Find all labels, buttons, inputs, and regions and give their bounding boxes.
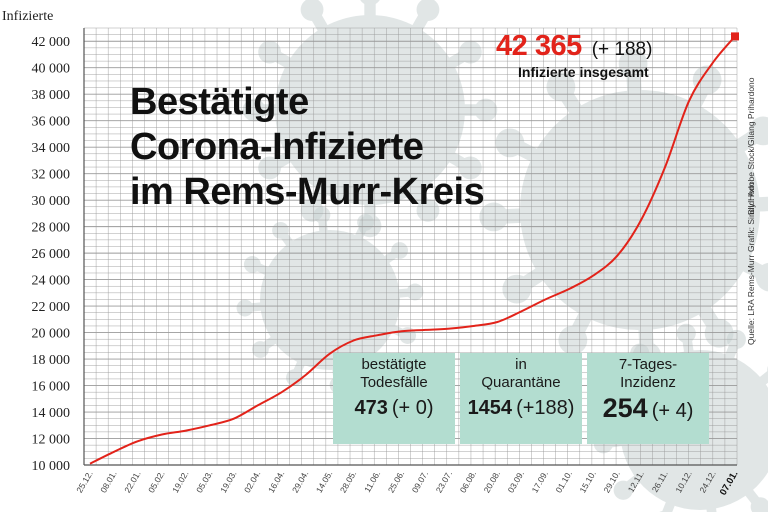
x-tick-label: 22.01.	[122, 469, 142, 494]
incidence-label-line-2: Inzidenz	[620, 374, 676, 391]
y-axis-ticks: 10 000 12 000 14 000 16 000 18 000 20 000 22 0…	[32, 35, 71, 474]
deaths-value: 473	[354, 397, 388, 419]
incidence-label-line-1: 7-Tages-	[618, 356, 678, 373]
x-tick-label: 15.10.	[577, 469, 597, 494]
y-tick-label: 42 000	[32, 35, 71, 50]
series-group	[89, 32, 739, 465]
y-tick-label: 26 000	[32, 247, 71, 262]
y-tick-label: 16 000	[32, 380, 71, 395]
y-tick-label: 34 000	[32, 141, 71, 156]
chart-title: Bestätigte Corona-Infizierte im Rems-Mur…	[130, 80, 485, 215]
x-tick-label: 01.10.	[554, 469, 574, 494]
incidence-value-row: 254 (+ 4)	[587, 393, 709, 424]
y-tick-label: 28 000	[32, 221, 71, 236]
credit-source: Quelle: LRA Rems-Murr	[746, 254, 756, 345]
title-line-3: im Rems-Murr-Kreis	[130, 171, 485, 213]
last-point-marker	[731, 32, 739, 41]
credit-graphic: Grafik: Sindy Horn	[746, 182, 756, 252]
x-tick-label: 05.03.	[194, 469, 214, 494]
deaths-value-row: 473 (+ 0)	[333, 397, 455, 420]
x-tick-label: 19.03.	[218, 469, 238, 494]
y-tick-label: 22 000	[32, 300, 71, 315]
y-tick-label: 12 000	[32, 433, 71, 448]
x-tick-label: 28.05.	[338, 469, 358, 494]
title-line-2: Corona-Infizierte	[130, 126, 424, 168]
x-tick-label: 17.09.	[530, 469, 550, 494]
x-tick-label: 19.02.	[170, 469, 190, 494]
total-infections-label: Infizierte insgesamt	[518, 64, 649, 80]
incidence-box: 7-Tages- Inzidenz 254 (+ 4)	[587, 353, 709, 444]
y-tick-label: 30 000	[32, 194, 71, 209]
x-tick-label: 20.08.	[482, 469, 502, 494]
incidence-delta: (+ 4)	[651, 400, 694, 422]
y-tick-label: 24 000	[32, 274, 71, 289]
deaths-label: bestätigte Todesfälle	[333, 356, 455, 392]
incidence-value: 254	[602, 393, 648, 423]
x-tick-label: 29.04.	[290, 469, 310, 494]
y-tick-label: 32 000	[32, 168, 71, 183]
y-tick-label: 10 000	[32, 459, 71, 474]
deaths-box: bestätigte Todesfälle 473 (+ 0)	[333, 353, 455, 444]
x-tick-label: 14.05.	[314, 469, 334, 494]
x-tick-label: 06.08.	[458, 469, 478, 494]
y-axis-label: Infizierte	[2, 9, 53, 24]
title-line-1: Bestätigte	[130, 81, 309, 123]
quarantine-value-row: 1454 (+188)	[460, 397, 582, 420]
x-tick-label: 25.06.	[386, 469, 406, 494]
x-tick-label: 05.02.	[146, 469, 166, 494]
x-tick-label: 11.06.	[362, 469, 382, 494]
y-tick-label: 18 000	[32, 353, 71, 368]
deaths-label-line-1: bestätigte	[361, 356, 427, 373]
y-tick-label: 14 000	[32, 406, 71, 421]
x-tick-label: 03.09.	[506, 469, 526, 494]
x-tick-label: 09.07.	[410, 469, 430, 494]
x-tick-label: 02.04.	[242, 469, 262, 494]
quarantine-label-line-2: Quarantäne	[481, 374, 561, 391]
deaths-delta: (+ 0)	[391, 397, 434, 419]
quarantine-value: 1454	[467, 397, 513, 419]
y-tick-label: 40 000	[32, 62, 71, 77]
x-tick-label: 16.04.	[266, 469, 286, 494]
x-tick-label: 25.12.	[74, 469, 94, 494]
y-tick-label: 38 000	[32, 88, 71, 103]
total-infections-value: 42 365	[496, 30, 582, 62]
quarantine-label-line-1: in	[515, 356, 527, 373]
deaths-label-line-2: Todesfälle	[360, 374, 428, 391]
quarantine-label: in Quarantäne	[460, 356, 582, 392]
quarantine-box: in Quarantäne 1454 (+188)	[460, 353, 582, 444]
x-tick-label: 23.07.	[434, 469, 454, 494]
y-tick-label: 36 000	[32, 115, 71, 130]
series-line-infections	[89, 35, 736, 465]
y-tick-label: 20 000	[32, 327, 71, 342]
total-infections-delta: (+ 188)	[591, 39, 653, 60]
quarantine-delta: (+188)	[516, 397, 575, 419]
x-tick-label: 08.01.	[98, 469, 118, 494]
total-infections-callout: 42 365 (+ 188)	[496, 30, 652, 63]
incidence-label: 7-Tages- Inzidenz	[587, 356, 709, 392]
